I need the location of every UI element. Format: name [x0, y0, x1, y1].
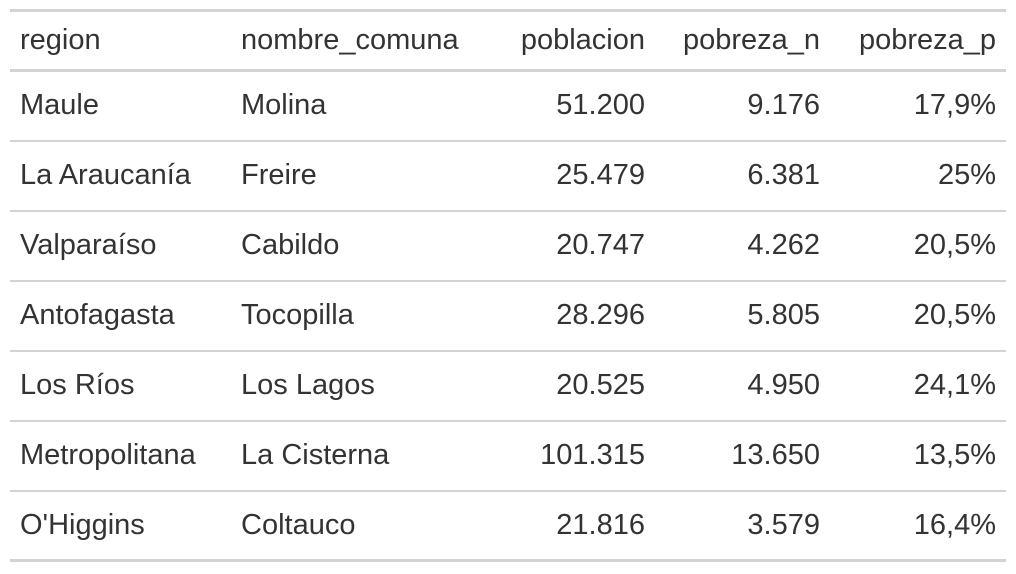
- cell-poblacion: 101.315: [495, 420, 655, 492]
- cell-nombre-comuna: Cabildo: [231, 210, 495, 282]
- cell-pobreza-p: 17,9%: [830, 70, 1006, 142]
- cell-nombre-comuna: Los Lagos: [231, 350, 495, 422]
- data-table-container: region nombre_comuna poblacion pobreza_n…: [10, 9, 1006, 562]
- cell-nombre-comuna: Tocopilla: [231, 280, 495, 352]
- header-nombre-comuna: nombre_comuna: [231, 10, 495, 72]
- table-row: O'Higgins Coltauco 21.816 3.579 16,4%: [10, 491, 1006, 561]
- cell-region: Valparaíso: [10, 210, 231, 282]
- cell-poblacion: 51.200: [495, 70, 655, 142]
- cell-pobreza-p: 16,4%: [913, 508, 996, 541]
- cell-pobreza-n: 6.381: [655, 140, 830, 212]
- cell-poblacion: 25.479: [495, 140, 655, 212]
- table-row: Antofagasta Tocopilla 28.296 5.805 20,5%: [10, 280, 1006, 352]
- cell-pobreza-n: 9.176: [655, 70, 830, 142]
- cell-pobreza-n: 13.650: [655, 420, 830, 492]
- cell-pobreza-n: 3.579: [747, 508, 820, 541]
- cell-poblacion: 20.747: [495, 210, 655, 282]
- data-table: region nombre_comuna poblacion pobreza_n…: [10, 9, 1006, 562]
- table-row: Metropolitana La Cisterna 101.315 13.650…: [10, 420, 1006, 492]
- cell-pobreza-p: 20,5%: [830, 280, 1006, 352]
- cell-poblacion: 21.816: [556, 508, 645, 541]
- cell-pobreza-n: 4.950: [655, 350, 830, 422]
- cell-nombre-comuna: La Cisterna: [231, 420, 495, 492]
- cell-region: Los Ríos: [10, 350, 231, 422]
- table-row: Valparaíso Cabildo 20.747 4.262 20,5%: [10, 210, 1006, 282]
- cell-poblacion: 28.296: [495, 280, 655, 352]
- header-row: region nombre_comuna poblacion pobreza_n…: [10, 10, 1006, 72]
- table-row: Maule Molina 51.200 9.176 17,9%: [10, 70, 1006, 142]
- cell-nombre-comuna: Coltauco: [241, 508, 356, 541]
- cell-region: Antofagasta: [10, 280, 231, 352]
- cell-pobreza-p: 24,1%: [830, 350, 1006, 422]
- cell-poblacion: 20.525: [495, 350, 655, 422]
- cell-region: Maule: [10, 70, 231, 142]
- cell-region: O'Higgins: [20, 508, 145, 541]
- cell-nombre-comuna: Freire: [231, 140, 495, 212]
- header-region: region: [10, 10, 231, 72]
- cell-region: Metropolitana: [10, 420, 231, 492]
- cell-pobreza-p: 25%: [830, 140, 1006, 212]
- cell-pobreza-p: 20,5%: [830, 210, 1006, 282]
- table-row: La Araucanía Freire 25.479 6.381 25%: [10, 140, 1006, 212]
- cell-pobreza-n: 5.805: [655, 280, 830, 352]
- cell-pobreza-p: 13,5%: [830, 420, 1006, 492]
- cell-region: La Araucanía: [10, 140, 231, 212]
- header-pobreza-p: pobreza_p: [830, 10, 1006, 72]
- cell-pobreza-n: 4.262: [655, 210, 830, 282]
- table-row: Los Ríos Los Lagos 20.525 4.950 24,1%: [10, 350, 1006, 422]
- header-pobreza-n: pobreza_n: [655, 10, 830, 72]
- cell-nombre-comuna: Molina: [231, 70, 495, 142]
- header-poblacion: poblacion: [495, 10, 655, 72]
